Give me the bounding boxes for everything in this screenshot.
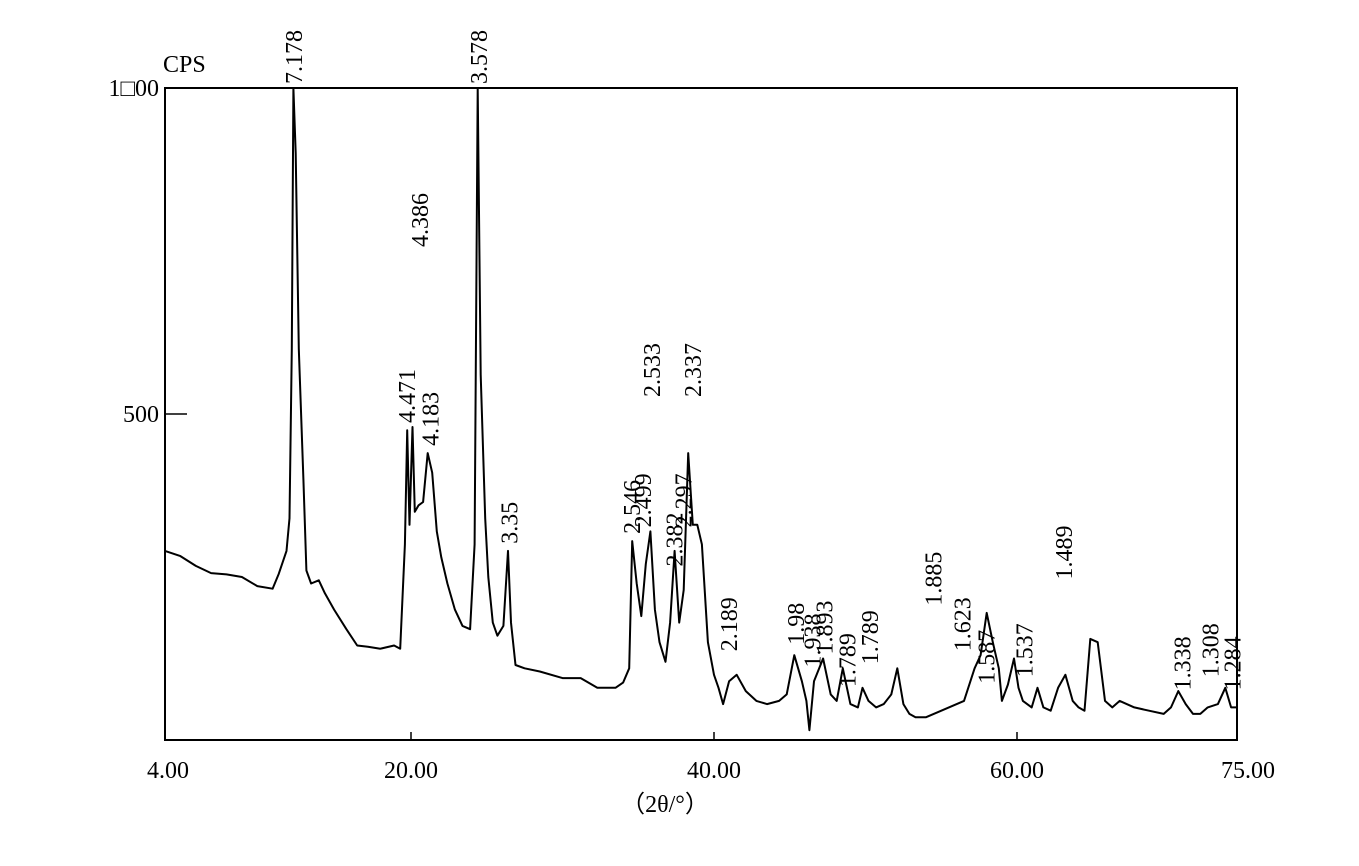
peak-label: 1.938	[801, 614, 827, 668]
peak-label: 4.183	[419, 392, 445, 446]
peak-label: 1.789	[858, 610, 884, 664]
peak-label: 2.382	[663, 513, 689, 567]
peak-label: 1.789	[835, 633, 861, 687]
peak-label: 1.284	[1221, 636, 1247, 690]
peak-label: 4.471	[395, 369, 421, 423]
peak-label: 3.578	[467, 30, 493, 84]
peak-label: 2.499	[631, 473, 657, 527]
peak-label: 3.35	[498, 502, 524, 544]
x-tick-label: 20.00	[384, 758, 438, 784]
peak-label: 1.893	[813, 601, 839, 655]
peak-label: 1.98	[784, 603, 810, 645]
x-tick-label: 4.00	[147, 758, 189, 784]
peak-label: 1.623	[951, 597, 977, 651]
y-tick-label: 500	[123, 402, 159, 428]
peak-label: 7.178	[282, 30, 308, 84]
x-tick-label: 60.00	[990, 758, 1044, 784]
peak-label: 2.546	[620, 480, 646, 534]
x-tick-label: 40.00	[687, 758, 741, 784]
x-tick-label: 75.00	[1221, 758, 1275, 784]
chart-layer: 4.00 20.00 40.00 60.00 75.00 500 1□00	[109, 76, 1276, 784]
peak-label: 1.489	[1052, 526, 1078, 580]
peak-label: 2.189	[717, 597, 743, 651]
peak-label: 4.386	[408, 193, 434, 247]
x-axis-label: （2θ/°）	[621, 792, 709, 818]
peak-label: 2.533	[640, 343, 666, 397]
peak-label: 1.338	[1171, 636, 1197, 690]
peak-label: 1.885	[922, 552, 948, 606]
peak-label: 1.537	[1012, 623, 1038, 677]
peak-label: 2.297	[672, 473, 698, 527]
peak-label: 1.587	[975, 630, 1001, 684]
plot-frame	[164, 87, 1238, 741]
peak-label: 1.308	[1199, 623, 1225, 677]
y-tick-label: 1□00	[109, 76, 160, 102]
xrd-series-line	[164, 87, 1237, 732]
y-axis-label: CPS	[163, 52, 206, 78]
peak-label: 2.337	[681, 343, 707, 397]
